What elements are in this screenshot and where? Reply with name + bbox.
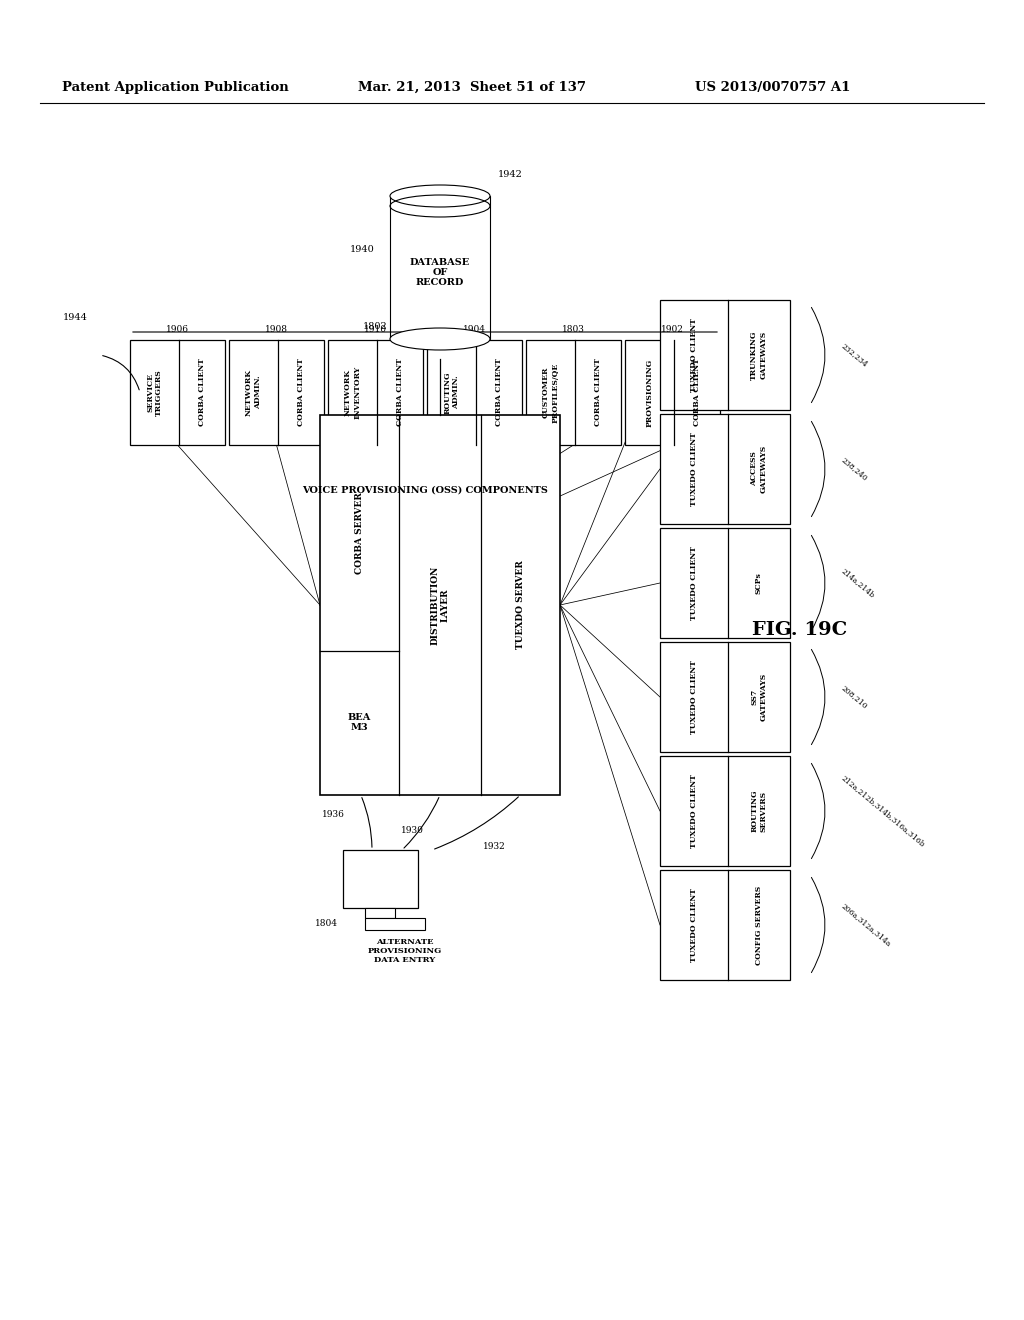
Text: US 2013/0070757 A1: US 2013/0070757 A1 bbox=[695, 81, 850, 94]
Text: Patent Application Publication: Patent Application Publication bbox=[62, 81, 289, 94]
Bar bbox=[319, 414, 560, 795]
Text: TUXEDO CLIENT: TUXEDO CLIENT bbox=[690, 546, 697, 620]
Text: 212a,212b,314b,316a,316b: 212a,212b,314b,316a,316b bbox=[840, 774, 927, 849]
Text: SCPs: SCPs bbox=[755, 572, 763, 594]
Text: Mar. 21, 2013  Sheet 51 of 137: Mar. 21, 2013 Sheet 51 of 137 bbox=[358, 81, 586, 94]
Bar bbox=[130, 341, 225, 445]
Ellipse shape bbox=[390, 185, 490, 207]
Text: CONFIG SERVERS: CONFIG SERVERS bbox=[755, 886, 763, 965]
Text: CORBA CLIENT: CORBA CLIENT bbox=[693, 359, 701, 426]
Bar bbox=[229, 341, 324, 445]
Text: TRUNKING
GATEWAYS: TRUNKING GATEWAYS bbox=[751, 330, 767, 380]
Text: TUXEDO CLIENT: TUXEDO CLIENT bbox=[690, 318, 697, 392]
Text: 1936: 1936 bbox=[322, 810, 345, 818]
Bar bbox=[660, 414, 790, 524]
Text: VOICE PROVISIONING (OSS) COMPONENTS: VOICE PROVISIONING (OSS) COMPONENTS bbox=[302, 486, 548, 495]
Text: ACCESS
GATEWAYS: ACCESS GATEWAYS bbox=[751, 445, 767, 494]
Bar bbox=[328, 341, 423, 445]
Text: SS7
GATEWAYS: SS7 GATEWAYS bbox=[751, 673, 767, 721]
Text: FIG. 19C: FIG. 19C bbox=[753, 620, 848, 639]
Text: 206a,312a,314a: 206a,312a,314a bbox=[840, 902, 893, 948]
Text: 1940: 1940 bbox=[350, 246, 375, 255]
Text: CORBA SERVER: CORBA SERVER bbox=[355, 492, 365, 574]
Text: CUSTOMER
PROFILES/QE: CUSTOMER PROFILES/QE bbox=[542, 363, 559, 422]
Text: 1904: 1904 bbox=[463, 325, 486, 334]
Bar bbox=[365, 917, 425, 931]
Text: 1902: 1902 bbox=[662, 325, 684, 334]
Text: 1932: 1932 bbox=[482, 842, 506, 851]
Bar bbox=[660, 756, 790, 866]
Text: NETWORK
ADMIN.: NETWORK ADMIN. bbox=[245, 370, 262, 416]
Bar bbox=[660, 642, 790, 752]
Bar bbox=[660, 528, 790, 638]
Text: 1942: 1942 bbox=[498, 170, 523, 180]
Text: 1802: 1802 bbox=[364, 322, 388, 331]
Text: 214a,214b: 214a,214b bbox=[840, 566, 877, 599]
Text: 1930: 1930 bbox=[401, 826, 424, 836]
Text: 1906: 1906 bbox=[166, 325, 189, 334]
Text: 238,240: 238,240 bbox=[840, 455, 869, 482]
Bar bbox=[365, 908, 395, 917]
Text: PROVISIONING: PROVISIONING bbox=[646, 358, 653, 426]
Text: CORBA CLIENT: CORBA CLIENT bbox=[594, 359, 602, 426]
Text: ALTERNATE
PROVISIONING
DATA ENTRY: ALTERNATE PROVISIONING DATA ENTRY bbox=[368, 939, 442, 965]
Text: TUEXDO SERVER: TUEXDO SERVER bbox=[516, 561, 525, 649]
Bar bbox=[427, 341, 522, 445]
Bar bbox=[625, 341, 720, 445]
Text: TUXEDO CLIENT: TUXEDO CLIENT bbox=[690, 432, 697, 506]
Text: 1908: 1908 bbox=[265, 325, 288, 334]
Text: 232,234: 232,234 bbox=[840, 342, 869, 368]
Text: 1910: 1910 bbox=[364, 325, 387, 334]
Text: TUXEDO CLIENT: TUXEDO CLIENT bbox=[690, 660, 697, 734]
Bar bbox=[342, 850, 418, 908]
Ellipse shape bbox=[390, 327, 490, 350]
Bar bbox=[390, 195, 490, 339]
Text: TUXEDO CLIENT: TUXEDO CLIENT bbox=[690, 774, 697, 847]
Text: DISTRIBUTION
LAYER: DISTRIBUTION LAYER bbox=[430, 565, 450, 644]
Text: CORBA CLIENT: CORBA CLIENT bbox=[199, 359, 206, 426]
Text: 1803: 1803 bbox=[562, 325, 585, 334]
Text: CORBA CLIENT: CORBA CLIENT bbox=[297, 359, 305, 426]
Bar bbox=[660, 300, 790, 411]
Text: ROUTING
SERVERS: ROUTING SERVERS bbox=[751, 789, 767, 833]
Text: 208,210: 208,210 bbox=[840, 684, 869, 710]
Text: BEA
M3: BEA M3 bbox=[348, 713, 372, 733]
Text: ROUTING
ADMIN.: ROUTING ADMIN. bbox=[443, 371, 461, 413]
Text: NETWORK
INVENTORY: NETWORK INVENTORY bbox=[344, 366, 361, 418]
Text: 1944: 1944 bbox=[62, 313, 87, 322]
Bar bbox=[526, 341, 621, 445]
Text: SERVICE
TRIGGERS: SERVICE TRIGGERS bbox=[146, 370, 163, 416]
Text: CORBA CLIENT: CORBA CLIENT bbox=[496, 359, 503, 426]
Bar bbox=[660, 870, 790, 979]
Text: TUXEDO CLIENT: TUXEDO CLIENT bbox=[690, 888, 697, 962]
Text: 1804: 1804 bbox=[314, 920, 338, 928]
Text: DATABASE
OF
RECORD: DATABASE OF RECORD bbox=[410, 257, 470, 288]
Text: CORBA CLIENT: CORBA CLIENT bbox=[396, 359, 404, 426]
